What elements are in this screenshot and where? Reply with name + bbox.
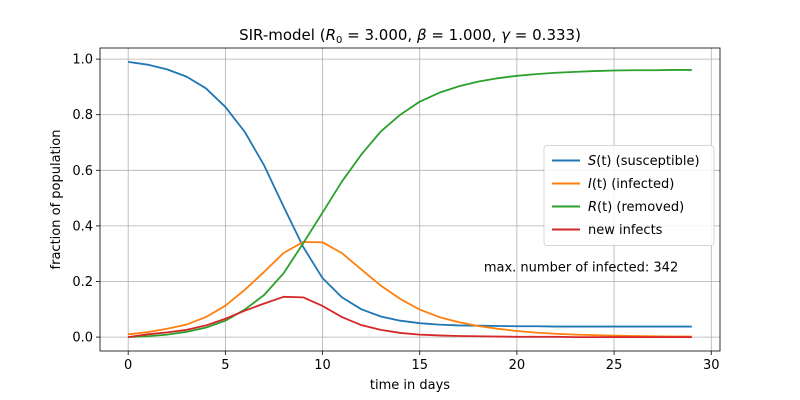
legend-entry-label: new infects [588,223,663,238]
chart-title: SIR-model (R0 = 3.000, β = 1.000, γ = 0.… [239,26,581,46]
y-tick-label: 0.0 [72,331,93,346]
y-tick-label: 0.2 [72,275,93,290]
legend-entry-label: S(t) (susceptible) [588,154,700,169]
legend: S(t) (susceptible) I(t) (infected) R(t) (r… [543,145,715,246]
x-tick-label: 20 [509,358,526,373]
x-tick-label: 0 [124,358,132,373]
y-tick-label: 0.4 [72,219,93,234]
series-lines [128,61,692,339]
plot-frame [99,47,721,352]
x-tick-label: 15 [411,358,428,373]
series-line-i-t-infected [128,241,692,338]
series-line-s-t-susceptible [128,61,692,328]
y-tick-label: 0.6 [72,164,93,179]
max-infected-annotation: max. number of infected: 342 [484,260,678,275]
legend-entry-label: I(t) (infected) [588,177,674,192]
y-axis: 0.0 0.2 0.4 0.6 0.8 1.0 [72,53,100,346]
x-tick-label: 10 [314,358,331,373]
legend-box [543,145,715,246]
y-tick-label: 1.0 [72,53,93,68]
y-axis-label: fraction of population [49,130,64,270]
x-tick-label: 25 [606,358,623,373]
series-line-new-infects [128,295,692,339]
y-tick-label: 0.8 [72,108,93,123]
x-tick-label: 30 [703,358,720,373]
x-axis-label: time in days [370,378,450,393]
series-line-r-t-removed [128,69,692,338]
legend-entry-label: R(t) (removed) [588,200,684,215]
x-tick-label: 5 [221,358,229,373]
x-axis: 0 5 10 15 20 25 30 [124,351,720,373]
